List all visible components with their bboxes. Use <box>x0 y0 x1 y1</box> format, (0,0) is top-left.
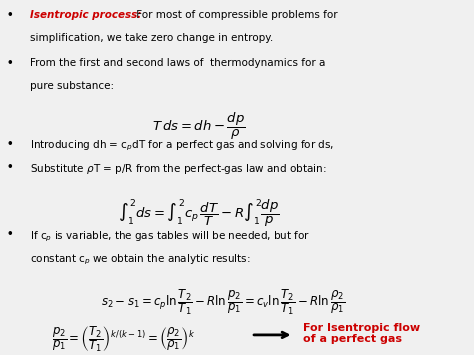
Text: simplification, we take zero change in entropy.: simplification, we take zero change in e… <box>30 33 273 43</box>
Text: •: • <box>6 10 13 20</box>
Text: For most of compressible problems for: For most of compressible problems for <box>133 10 338 20</box>
Text: Substitute $\rho$T = p/R from the perfect-gas law and obtain:: Substitute $\rho$T = p/R from the perfec… <box>30 162 326 176</box>
Text: Isentropic process:: Isentropic process: <box>30 10 141 20</box>
Text: •: • <box>6 229 13 239</box>
Text: If c$_p$ is variable, the gas tables will be needed, but for: If c$_p$ is variable, the gas tables wil… <box>30 229 310 244</box>
Text: For Isentropic flow
of a perfect gas: For Isentropic flow of a perfect gas <box>303 323 420 344</box>
Text: From the first and second laws of  thermodynamics for a: From the first and second laws of thermo… <box>30 58 325 68</box>
Text: Introducing dh = c$_p$dT for a perfect gas and solving for ds,: Introducing dh = c$_p$dT for a perfect g… <box>30 139 334 153</box>
Text: constant c$_p$ we obtain the analytic results:: constant c$_p$ we obtain the analytic re… <box>30 252 250 267</box>
Text: pure substance:: pure substance: <box>30 81 114 91</box>
Text: •: • <box>6 162 13 172</box>
Text: $s_2 - s_1 = c_p \ln\dfrac{T_2}{T_1} - R\ln\dfrac{p_2}{p_1} = c_v \ln\dfrac{T_2}: $s_2 - s_1 = c_p \ln\dfrac{T_2}{T_1} - R… <box>101 287 345 317</box>
Text: $T\,ds = dh - \dfrac{dp}{\rho}$: $T\,ds = dh - \dfrac{dp}{\rho}$ <box>153 111 246 142</box>
Text: $\int_1^2 ds = \int_1^2 c_p\,\dfrac{dT}{T} - R\int_1^2 \dfrac{dp}{p}$: $\int_1^2 ds = \int_1^2 c_p\,\dfrac{dT}{… <box>118 198 280 229</box>
Text: •: • <box>6 139 13 149</box>
Text: $\dfrac{p_2}{p_1} = \left(\dfrac{T_2}{T_1}\right)^{k/(k-1)} = \left(\dfrac{\rho_: $\dfrac{p_2}{p_1} = \left(\dfrac{T_2}{T_… <box>52 324 196 354</box>
Text: •: • <box>6 58 13 68</box>
